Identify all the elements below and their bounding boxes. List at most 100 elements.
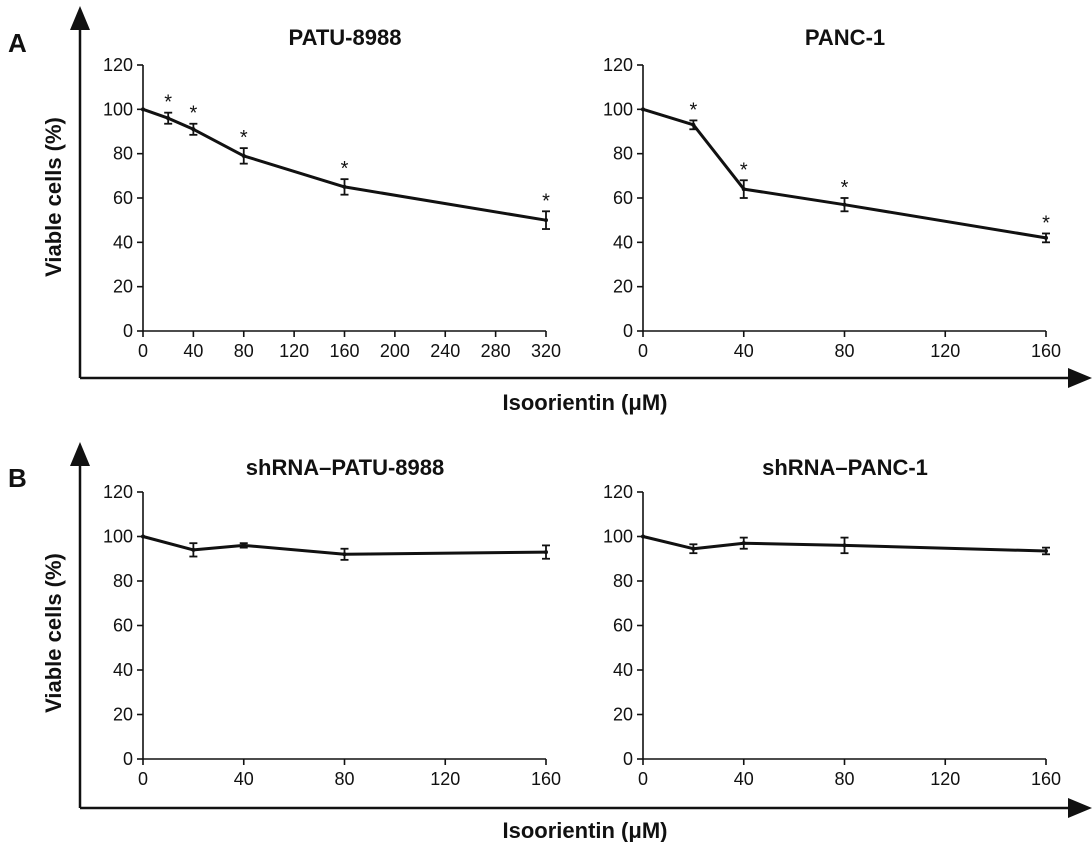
chart-patu-8988: PATU-8988 0 20 40 60 80 100 120 0 40 80 120 160 200 24… bbox=[103, 25, 561, 361]
y-tick-label: 60 bbox=[613, 188, 633, 208]
significance-marker: * bbox=[189, 103, 197, 125]
data-point bbox=[691, 546, 696, 551]
y-tick-label: 40 bbox=[113, 660, 133, 680]
data-point bbox=[741, 187, 746, 192]
x-tick-label: 0 bbox=[638, 769, 648, 789]
chart-title: shRNA–PATU-8988 bbox=[246, 455, 444, 480]
x-tick-label: 40 bbox=[734, 341, 754, 361]
x-tick-label: 160 bbox=[329, 341, 359, 361]
x-tick-label: 160 bbox=[1031, 769, 1061, 789]
y-tick-label: 20 bbox=[613, 705, 633, 725]
significance-marker: * bbox=[240, 127, 248, 149]
data-point bbox=[342, 184, 347, 189]
data-point bbox=[141, 534, 145, 539]
data-point bbox=[691, 122, 696, 127]
x-tick-label: 320 bbox=[531, 341, 561, 361]
x-tick-label: 240 bbox=[430, 341, 460, 361]
data-point bbox=[191, 127, 196, 132]
y-tick-label: 20 bbox=[613, 277, 633, 297]
y-tick-label: 0 bbox=[623, 321, 633, 341]
y-tick-label: 40 bbox=[613, 232, 633, 252]
data-point bbox=[342, 552, 347, 557]
data-point bbox=[842, 543, 847, 548]
panel-b-up-arrowhead bbox=[70, 442, 90, 466]
x-tick-label: 40 bbox=[234, 769, 254, 789]
y-tick-label: 80 bbox=[113, 571, 133, 591]
panel-a-up-arrowhead bbox=[70, 6, 90, 30]
data-point bbox=[166, 116, 171, 121]
x-tick-label: 120 bbox=[430, 769, 460, 789]
significance-marker: * bbox=[341, 158, 349, 180]
panel-b-y-axis-label: Viable cells (%) bbox=[41, 553, 66, 713]
data-point bbox=[842, 202, 847, 207]
y-tick-label: 0 bbox=[123, 321, 133, 341]
panel-b-right-arrowhead bbox=[1068, 798, 1092, 818]
data-point bbox=[641, 107, 645, 112]
y-tick-label: 0 bbox=[123, 749, 133, 769]
x-tick-label: 120 bbox=[279, 341, 309, 361]
y-tick-label: 120 bbox=[103, 482, 133, 502]
significance-marker: * bbox=[164, 92, 172, 114]
y-tick-label: 80 bbox=[613, 571, 633, 591]
x-tick-label: 80 bbox=[834, 341, 854, 361]
x-tick-label: 0 bbox=[638, 341, 648, 361]
y-tick-label: 20 bbox=[113, 705, 133, 725]
chart-shrna-panc-1: shRNA–PANC-1 0 20 40 60 80 100 120 0 40 80 120 160 bbox=[603, 455, 1061, 789]
chart-title: shRNA–PANC-1 bbox=[762, 455, 928, 480]
x-tick-label: 80 bbox=[334, 769, 354, 789]
significance-marker: * bbox=[542, 190, 550, 212]
panel-a-frame bbox=[70, 6, 1092, 388]
data-point bbox=[241, 543, 246, 548]
y-tick-label: 120 bbox=[603, 482, 633, 502]
panel-label-a: A bbox=[8, 28, 27, 58]
y-tick-label: 60 bbox=[613, 616, 633, 636]
x-tick-label: 80 bbox=[234, 341, 254, 361]
chart-title: PATU-8988 bbox=[289, 25, 402, 50]
y-tick-label: 60 bbox=[113, 616, 133, 636]
x-tick-label: 80 bbox=[834, 769, 854, 789]
data-point bbox=[191, 547, 196, 552]
data-point bbox=[141, 107, 145, 112]
x-tick-label: 120 bbox=[930, 341, 960, 361]
panel-label-b: B bbox=[8, 463, 27, 493]
y-tick-label: 100 bbox=[603, 99, 633, 119]
x-tick-label: 0 bbox=[138, 769, 148, 789]
panel-b-x-axis-label: Isoorientin (μM) bbox=[503, 818, 668, 842]
x-tick-label: 280 bbox=[481, 341, 511, 361]
x-tick-label: 200 bbox=[380, 341, 410, 361]
panel-a-x-axis-label: Isoorientin (μM) bbox=[503, 390, 668, 415]
x-tick-label: 160 bbox=[1031, 341, 1061, 361]
y-tick-label: 120 bbox=[103, 55, 133, 75]
chart-title: PANC-1 bbox=[805, 25, 885, 50]
x-tick-label: 120 bbox=[930, 769, 960, 789]
y-tick-label: 80 bbox=[113, 144, 133, 164]
y-tick-label: 60 bbox=[113, 188, 133, 208]
y-tick-label: 40 bbox=[113, 232, 133, 252]
significance-marker: * bbox=[689, 99, 697, 121]
y-tick-label: 100 bbox=[603, 527, 633, 547]
x-tick-label: 160 bbox=[531, 769, 561, 789]
y-tick-label: 40 bbox=[613, 660, 633, 680]
series-line bbox=[142, 107, 547, 222]
data-point bbox=[741, 541, 746, 546]
x-tick-label: 40 bbox=[183, 341, 203, 361]
y-tick-label: 20 bbox=[113, 277, 133, 297]
series-line bbox=[642, 107, 1047, 240]
x-tick-label: 0 bbox=[138, 341, 148, 361]
data-point bbox=[1044, 548, 1048, 553]
significance-marker: * bbox=[841, 177, 849, 199]
y-tick-label: 100 bbox=[103, 527, 133, 547]
significance-marker: * bbox=[1042, 212, 1050, 234]
data-point bbox=[241, 153, 246, 158]
data-point bbox=[544, 550, 548, 555]
y-tick-label: 0 bbox=[623, 749, 633, 769]
y-tick-label: 100 bbox=[103, 99, 133, 119]
panel-a-y-axis-label: Viable cells (%) bbox=[41, 117, 66, 277]
panel-b-frame bbox=[70, 442, 1092, 818]
chart-shrna-patu-8988: shRNA–PATU-8988 0 20 40 60 80 100 120 0 40 80 120 16… bbox=[103, 455, 561, 789]
chart-panc-1: PANC-1 0 20 40 60 80 100 120 0 40 80 120 160 * * * * bbox=[603, 25, 1061, 361]
y-tick-label: 80 bbox=[613, 144, 633, 164]
x-tick-label: 40 bbox=[734, 769, 754, 789]
data-point bbox=[1044, 235, 1048, 240]
